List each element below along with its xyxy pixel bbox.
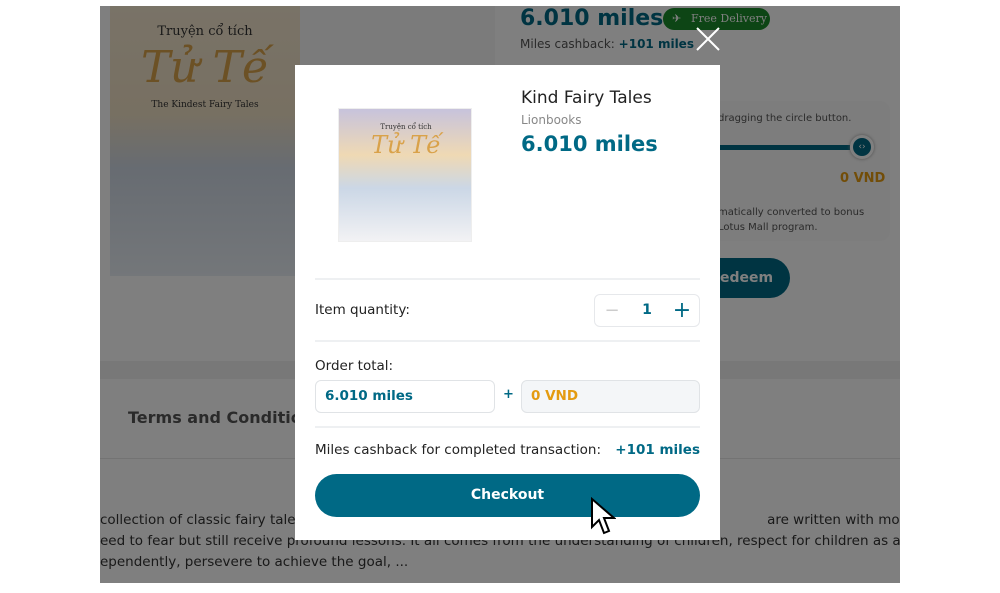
quantity-label: Item quantity: [315, 302, 410, 318]
quantity-stepper: − 1 + [594, 294, 700, 327]
order-total-label: Order total: [315, 358, 394, 374]
image-text: Tử Tế [371, 131, 441, 159]
checkout-button[interactable]: Checkout [315, 474, 700, 517]
minus-button[interactable]: − [604, 300, 620, 321]
image-text: Truyện cổ tích [380, 123, 432, 131]
divider [315, 278, 700, 280]
mouse-cursor-icon [591, 497, 616, 535]
plus-sign: + [503, 387, 514, 402]
product-title: Kind Fairy Tales [521, 88, 652, 108]
plus-button[interactable]: + [672, 298, 692, 323]
quantity-value[interactable]: 1 [642, 302, 652, 318]
divider [315, 426, 700, 428]
divider [315, 340, 700, 342]
cashback-value: +101 miles [615, 442, 700, 458]
miles-total-field[interactable]: 6.010 miles [315, 380, 495, 413]
close-icon[interactable] [695, 26, 721, 52]
checkout-modal: Truyện cổ tích Tử Tế Kind Fairy Tales Li… [295, 65, 720, 540]
product-image: Truyện cổ tích Tử Tế [338, 108, 472, 242]
cashback-label: Miles cashback for completed transaction… [315, 442, 602, 458]
product-brand: Lionbooks [521, 113, 582, 127]
product-price: 6.010 miles [521, 132, 658, 156]
vnd-total-field[interactable]: 0 VND [521, 380, 700, 413]
